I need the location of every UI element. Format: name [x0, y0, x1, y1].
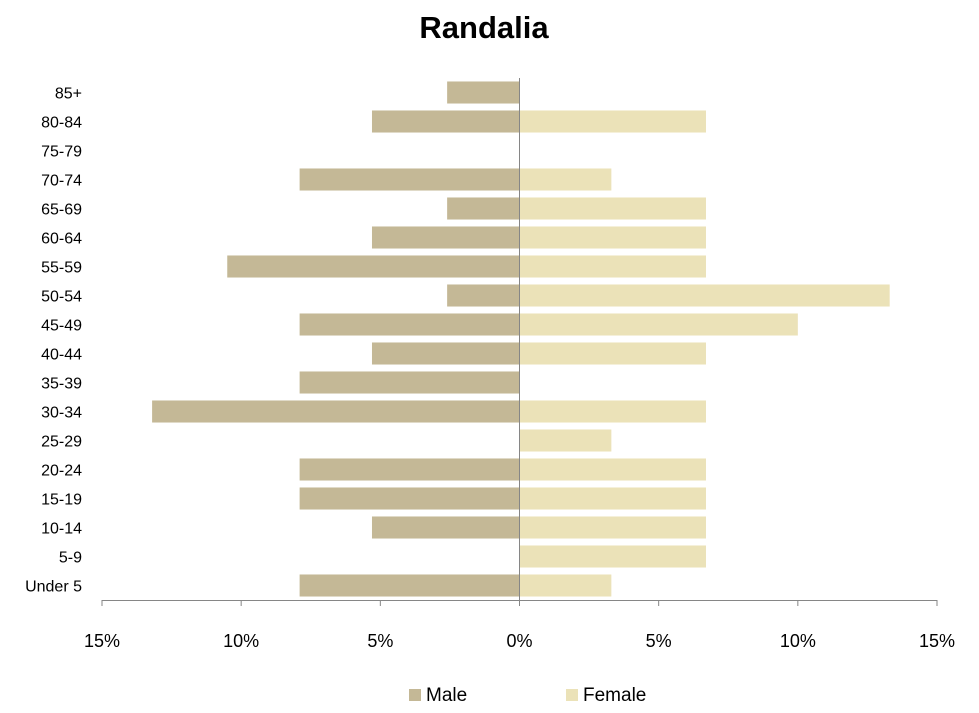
- category-label: 5-9: [59, 550, 82, 567]
- bar-female-5-9: [519, 545, 706, 568]
- bar-female-70-74: [519, 168, 612, 191]
- x-tick-label: 5%: [367, 631, 393, 651]
- bar-male-20-24: [299, 458, 520, 481]
- bar-male-55-59: [227, 255, 520, 278]
- bar-female-10-14: [519, 516, 706, 539]
- bar-female-under-5: [519, 574, 612, 597]
- category-label: 65-69: [41, 202, 82, 219]
- bar-female-50-54: [519, 284, 890, 307]
- x-tick-label: 0%: [506, 631, 532, 651]
- category-label: 30-34: [41, 405, 82, 422]
- chart-title: Randalia: [419, 10, 549, 45]
- category-label: 35-39: [41, 376, 82, 393]
- bars-group: [152, 81, 890, 597]
- bar-male-60-64: [371, 226, 520, 249]
- category-labels: Under 5 5-9 10-14 15-19 20-24 25-29 30-34 35-39…: [25, 86, 82, 596]
- bar-female-30-34: [519, 400, 706, 423]
- bar-female-80-84: [519, 110, 706, 133]
- bar-male-35-39: [299, 371, 520, 394]
- x-tick-label: 10%: [223, 631, 259, 651]
- bar-male-40-44: [371, 342, 520, 365]
- category-label: 55-59: [41, 260, 82, 277]
- bar-female-25-29: [519, 429, 612, 452]
- legend-label-male: Male: [426, 685, 467, 706]
- bar-female-65-69: [519, 197, 706, 220]
- x-tick-label: 10%: [780, 631, 816, 651]
- category-label: 60-64: [41, 231, 82, 248]
- category-label: 50-54: [41, 289, 82, 306]
- category-label: 45-49: [41, 318, 82, 335]
- category-label: 25-29: [41, 434, 82, 451]
- legend-swatch-male: [409, 689, 421, 701]
- legend-swatch-female: [566, 689, 578, 701]
- x-tick-label: 15%: [84, 631, 120, 651]
- bar-male-70-74: [299, 168, 520, 191]
- category-label: Under 5: [25, 579, 82, 596]
- bar-female-40-44: [519, 342, 706, 365]
- bar-female-15-19: [519, 487, 706, 510]
- category-label: 40-44: [41, 347, 82, 364]
- category-label: 85+: [55, 86, 82, 103]
- x-tick-label: 5%: [646, 631, 672, 651]
- legend-label-female: Female: [583, 685, 646, 706]
- bar-male-65-69: [447, 197, 520, 220]
- bar-female-45-49: [519, 313, 798, 336]
- bar-female-60-64: [519, 226, 706, 249]
- bar-male-50-54: [447, 284, 520, 307]
- bar-female-20-24: [519, 458, 706, 481]
- legend: Male Female: [409, 685, 646, 706]
- bar-male-45-49: [299, 313, 520, 336]
- x-axis-ticks: 15% 10% 5% 0% 5% 10% 15%: [84, 600, 955, 651]
- category-label: 75-79: [41, 144, 82, 161]
- bar-male-under-5: [299, 574, 520, 597]
- bar-female-55-59: [519, 255, 706, 278]
- bar-male-80-84: [371, 110, 520, 133]
- category-label: 70-74: [41, 173, 82, 190]
- bar-male-85+: [447, 81, 520, 104]
- category-label: 10-14: [41, 521, 82, 538]
- bar-male-15-19: [299, 487, 520, 510]
- bar-male-30-34: [152, 400, 520, 423]
- x-tick-label: 15%: [919, 631, 955, 651]
- category-label: 20-24: [41, 463, 82, 480]
- category-label: 15-19: [41, 492, 82, 509]
- bar-male-10-14: [371, 516, 520, 539]
- category-label: 80-84: [41, 115, 82, 132]
